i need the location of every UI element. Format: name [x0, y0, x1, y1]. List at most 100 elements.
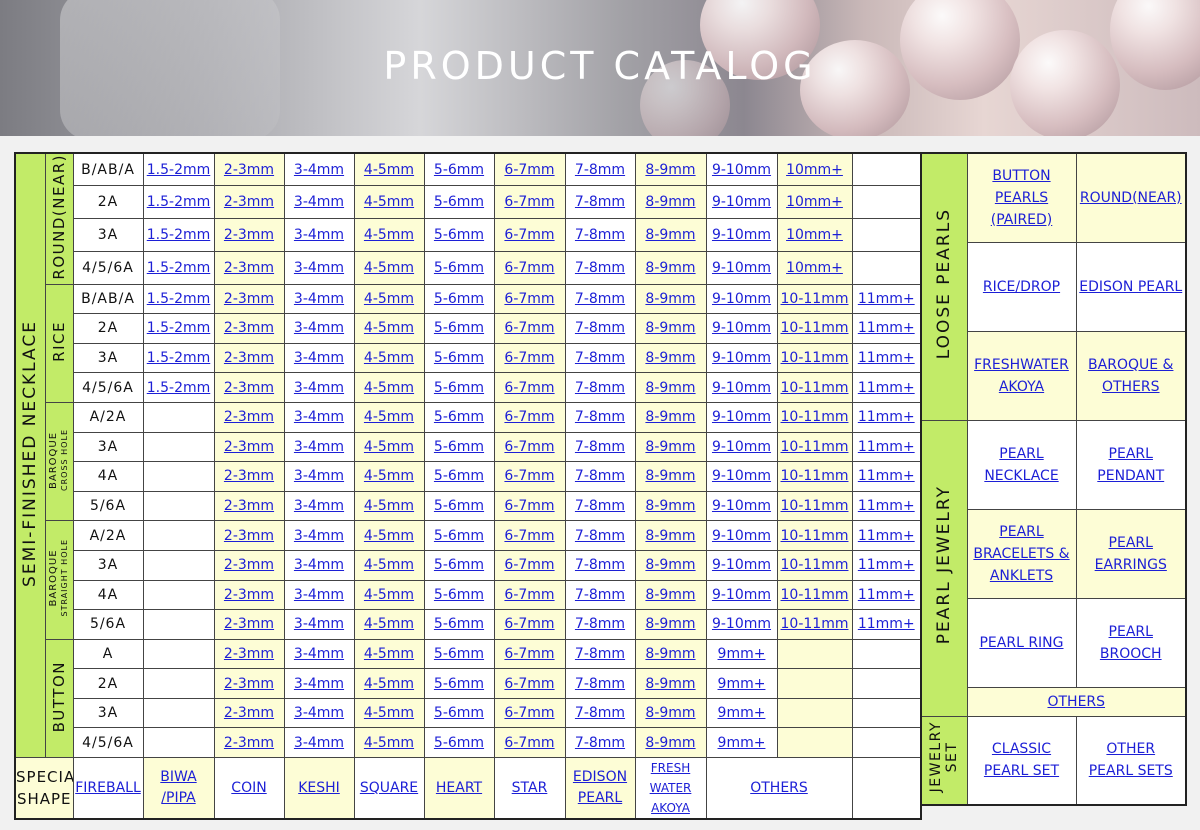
pearl-bracelets-anklets-link[interactable]: PEARL BRACELETS & ANKLETS — [966, 508, 1077, 599]
size-link[interactable]: 10-11mm — [776, 461, 853, 492]
size-link[interactable]: 2-3mm — [213, 697, 285, 729]
size-link[interactable]: 9-10mm — [705, 609, 778, 640]
size-link[interactable]: 3-4mm — [283, 401, 355, 433]
pearl-brooch-link[interactable]: PEARL BROOCH — [1075, 597, 1187, 688]
size-link[interactable]: 5-6mm — [423, 668, 495, 699]
size-link[interactable]: 4-5mm — [353, 697, 425, 729]
size-link[interactable]: 6-7mm — [493, 609, 566, 640]
size-link[interactable]: 1.5-2mm — [142, 372, 215, 403]
size-link[interactable]: 4-5mm — [353, 490, 425, 522]
size-link[interactable]: 6-7mm — [493, 313, 566, 344]
size-link[interactable]: 7-8mm — [564, 431, 636, 463]
size-link[interactable]: 8-9mm — [634, 461, 707, 492]
size-link[interactable]: 3-4mm — [283, 520, 355, 551]
size-link[interactable]: 9mm+ — [705, 727, 778, 759]
size-link[interactable]: 3-4mm — [283, 342, 355, 374]
size-link[interactable]: 5-6mm — [423, 152, 495, 187]
size-link[interactable]: 5-6mm — [423, 638, 495, 670]
size-link[interactable]: 9-10mm — [705, 283, 778, 315]
pearl-necklace-link[interactable]: PEARL NECKLACE — [966, 419, 1077, 510]
size-link[interactable]: 2-3mm — [213, 727, 285, 759]
size-link[interactable]: 3-4mm — [283, 152, 355, 187]
size-link[interactable]: 4-5mm — [353, 727, 425, 759]
size-link[interactable]: 6-7mm — [493, 520, 566, 551]
size-link[interactable]: 3-4mm — [283, 461, 355, 492]
size-link[interactable]: 4-5mm — [353, 461, 425, 492]
pearl-pendant-link[interactable]: PEARL PENDANT — [1075, 419, 1187, 510]
size-link[interactable]: 2-3mm — [213, 520, 285, 551]
size-link[interactable]: 11mm+ — [851, 490, 922, 522]
size-link[interactable]: 2-3mm — [213, 579, 285, 611]
size-link[interactable]: 4-5mm — [353, 431, 425, 463]
size-link[interactable]: 4-5mm — [353, 668, 425, 699]
size-link[interactable]: 10-11mm — [776, 431, 853, 463]
size-link[interactable]: 7-8mm — [564, 520, 636, 551]
size-link[interactable]: 6-7mm — [493, 638, 566, 670]
size-link[interactable]: 5-6mm — [423, 697, 495, 729]
size-link[interactable]: 7-8mm — [564, 461, 636, 492]
size-link[interactable]: 9-10mm — [705, 549, 778, 581]
size-link[interactable]: 10mm+ — [776, 152, 853, 187]
size-link[interactable]: 9-10mm — [705, 185, 778, 220]
size-link[interactable]: 5-6mm — [423, 727, 495, 759]
size-link[interactable]: 7-8mm — [564, 401, 636, 433]
edison-pearl-link[interactable]: EDISON PEARL — [564, 757, 636, 820]
size-link[interactable]: 10-11mm — [776, 342, 853, 374]
size-link[interactable]: 11mm+ — [851, 372, 922, 403]
size-link[interactable]: 9mm+ — [705, 668, 778, 699]
size-link[interactable]: 6-7mm — [493, 727, 566, 759]
size-link[interactable]: 3-4mm — [283, 218, 355, 252]
size-link[interactable]: 11mm+ — [851, 520, 922, 551]
size-link[interactable]: 9-10mm — [705, 431, 778, 463]
size-link[interactable]: 8-9mm — [634, 549, 707, 581]
size-link[interactable]: 1.5-2mm — [142, 342, 215, 374]
size-link[interactable]: 9-10mm — [705, 342, 778, 374]
size-link[interactable]: 9-10mm — [705, 152, 778, 187]
size-link[interactable]: 5-6mm — [423, 431, 495, 463]
size-link[interactable]: 3-4mm — [283, 697, 355, 729]
size-link[interactable]: 11mm+ — [851, 342, 922, 374]
others-link[interactable]: OTHERS — [705, 757, 853, 820]
size-link[interactable]: 3-4mm — [283, 638, 355, 670]
size-link[interactable]: 7-8mm — [564, 697, 636, 729]
size-link[interactable]: 4-5mm — [353, 185, 425, 220]
size-link[interactable]: 6-7mm — [493, 250, 566, 285]
other-pearl-sets-link[interactable]: OTHER PEARL SETS — [1075, 715, 1187, 806]
size-link[interactable]: 9-10mm — [705, 401, 778, 433]
size-link[interactable]: 5-6mm — [423, 342, 495, 374]
size-link[interactable]: 3-4mm — [283, 609, 355, 640]
size-link[interactable]: 4-5mm — [353, 218, 425, 252]
size-link[interactable]: 10mm+ — [776, 185, 853, 220]
size-link[interactable]: 11mm+ — [851, 579, 922, 611]
size-link[interactable]: 1.5-2mm — [142, 185, 215, 220]
size-link[interactable]: 1.5-2mm — [142, 218, 215, 252]
size-link[interactable]: 4-5mm — [353, 342, 425, 374]
size-link[interactable]: 8-9mm — [634, 579, 707, 611]
size-link[interactable]: 4-5mm — [353, 313, 425, 344]
size-link[interactable]: 6-7mm — [493, 152, 566, 187]
fireball-link[interactable]: FIREBALL — [72, 757, 144, 820]
size-link[interactable]: 5-6mm — [423, 490, 495, 522]
size-link[interactable]: 11mm+ — [851, 431, 922, 463]
size-link[interactable]: 7-8mm — [564, 490, 636, 522]
size-link[interactable]: 4-5mm — [353, 401, 425, 433]
size-link[interactable]: 4-5mm — [353, 609, 425, 640]
size-link[interactable]: 6-7mm — [493, 218, 566, 252]
size-link[interactable]: 8-9mm — [634, 152, 707, 187]
size-link[interactable]: 5-6mm — [423, 579, 495, 611]
size-link[interactable]: 2-3mm — [213, 152, 285, 187]
size-link[interactable]: 9-10mm — [705, 313, 778, 344]
size-link[interactable]: 11mm+ — [851, 549, 922, 581]
size-link[interactable]: 9-10mm — [705, 579, 778, 611]
size-link[interactable]: 4-5mm — [353, 638, 425, 670]
heart-link[interactable]: HEART — [423, 757, 495, 820]
size-link[interactable]: 2-3mm — [213, 549, 285, 581]
size-link[interactable]: 7-8mm — [564, 342, 636, 374]
size-link[interactable]: 8-9mm — [634, 490, 707, 522]
size-link[interactable]: 5-6mm — [423, 520, 495, 551]
size-link[interactable]: 9-10mm — [705, 250, 778, 285]
size-link[interactable]: 7-8mm — [564, 609, 636, 640]
pearl-earrings-link[interactable]: PEARL EARRINGS — [1075, 508, 1187, 599]
size-link[interactable]: 8-9mm — [634, 431, 707, 463]
